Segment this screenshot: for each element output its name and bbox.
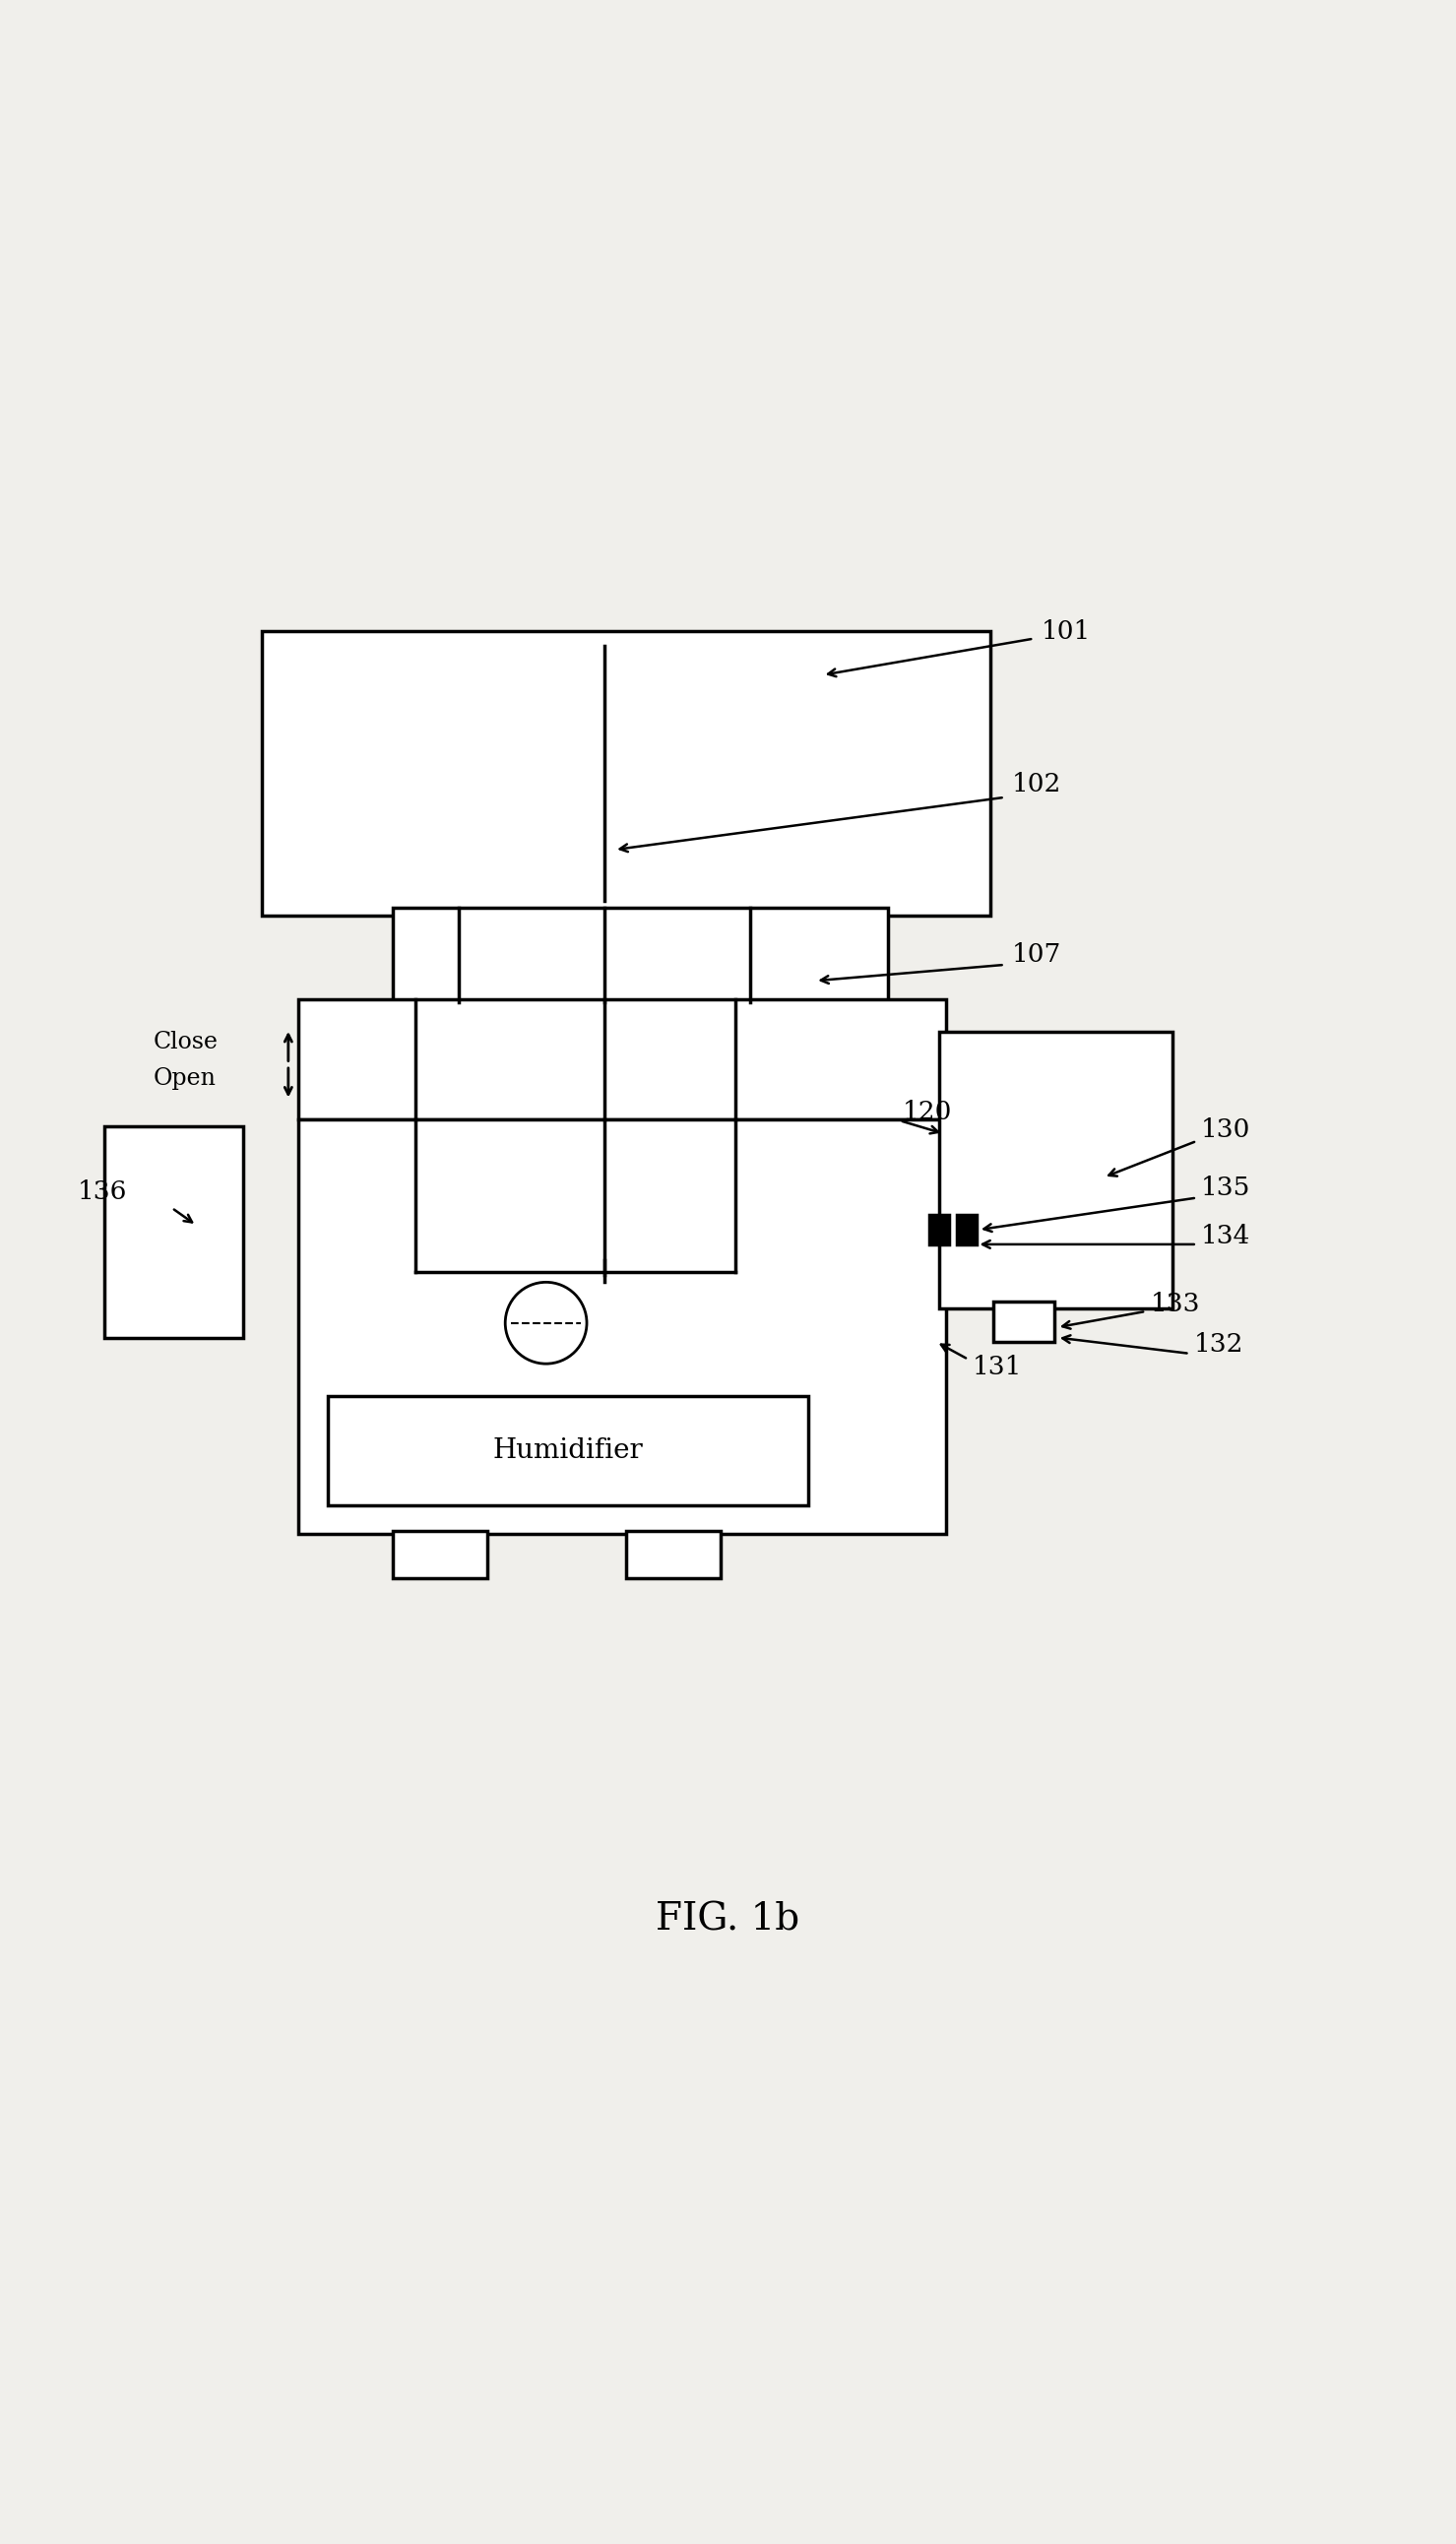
- Bar: [393, 908, 888, 1002]
- Text: 102: 102: [1012, 771, 1061, 796]
- Text: 133: 133: [1150, 1292, 1200, 1315]
- Text: 135: 135: [1201, 1175, 1251, 1201]
- Text: 132: 132: [1194, 1333, 1243, 1356]
- Text: Close: Close: [153, 1030, 218, 1053]
- Text: Open: Open: [153, 1066, 215, 1089]
- Bar: [298, 1119, 946, 1534]
- Text: 130: 130: [1201, 1117, 1251, 1142]
- Text: 136: 136: [77, 1180, 127, 1203]
- Bar: [957, 1216, 977, 1244]
- Text: 101: 101: [1041, 618, 1091, 644]
- Bar: [929, 1216, 949, 1244]
- Bar: [993, 1300, 1054, 1341]
- Text: 107: 107: [1012, 941, 1061, 967]
- Text: Humidifier: Humidifier: [492, 1437, 644, 1463]
- Bar: [262, 631, 990, 916]
- Bar: [939, 1033, 1172, 1308]
- Bar: [328, 1397, 808, 1506]
- Bar: [393, 1531, 488, 1577]
- Bar: [298, 1000, 946, 1119]
- Text: 131: 131: [973, 1353, 1022, 1379]
- Text: FIG. 1b: FIG. 1b: [657, 1903, 799, 1939]
- Text: 134: 134: [1201, 1224, 1251, 1249]
- Bar: [105, 1127, 243, 1338]
- Bar: [626, 1531, 721, 1577]
- Text: 120: 120: [903, 1099, 952, 1124]
